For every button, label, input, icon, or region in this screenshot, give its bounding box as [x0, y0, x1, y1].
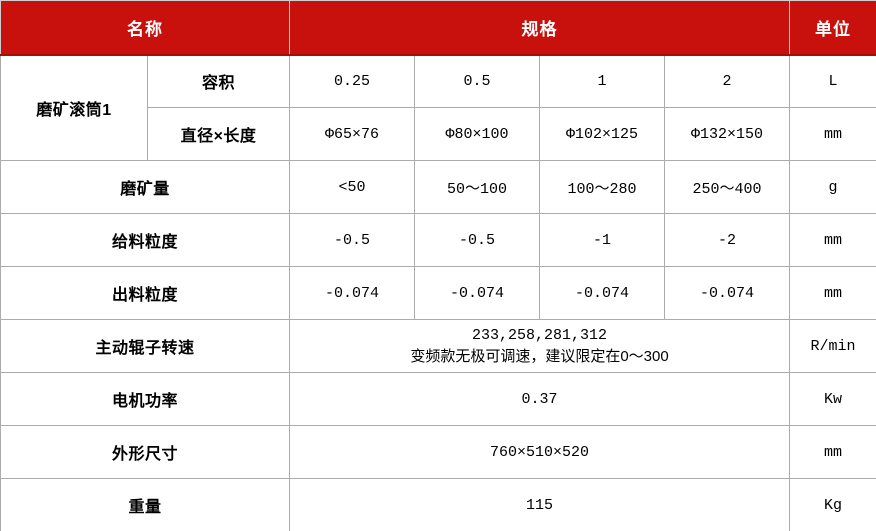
volume-value-2: 0.5	[414, 54, 540, 108]
row-label-size: 直径×长度	[147, 107, 290, 161]
dimensions-unit: mm	[789, 425, 876, 479]
motor-power-unit: Kw	[789, 372, 876, 426]
size-unit: mm	[789, 107, 876, 161]
discharge-size-value-4: -0.074	[664, 266, 790, 320]
discharge-size-value-2: -0.074	[414, 266, 540, 320]
grind-amount-value-2: 50～100	[414, 160, 540, 214]
table-row-motor-power: 电机功率 0.37 Kw	[0, 372, 876, 426]
discharge-size-unit: mm	[789, 266, 876, 320]
table-row-feed-size: 给料粒度 -0.5 -0.5 -1 -2 mm	[0, 213, 876, 267]
row-label-dimensions: 外形尺寸	[0, 425, 290, 479]
table-row-dimensions: 外形尺寸 760×510×520 mm	[0, 425, 876, 479]
weight-value: 115	[289, 478, 790, 531]
table-row-weight: 重量 115 Kg	[0, 478, 876, 531]
row-label-feed-size: 给料粒度	[0, 213, 290, 267]
row-label-roller-speed: 主动辊子转速	[0, 319, 290, 373]
grind-amount-value-3: 100～280	[539, 160, 665, 214]
grind-amount-unit: g	[789, 160, 876, 214]
feed-size-value-1: -0.5	[289, 213, 415, 267]
weight-unit: Kg	[789, 478, 876, 531]
size-value-4: Φ132×150	[664, 107, 790, 161]
size-value-1: Φ65×76	[289, 107, 415, 161]
grind-amount-value-4: 250～400	[664, 160, 790, 214]
discharge-size-value-3: -0.074	[539, 266, 665, 320]
roller-speed-unit: R/min	[789, 319, 876, 373]
table-row-size: 直径×长度 Φ65×76 Φ80×100 Φ102×125 Φ132×150 m…	[1, 107, 876, 161]
volume-value-3: 1	[539, 54, 665, 108]
size-value-3: Φ102×125	[539, 107, 665, 161]
table-row-roller-speed: 主动辊子转速 233,258,281,312 变频款无极可调速，建议限定在0～3…	[0, 319, 876, 373]
grind-amount-value-1: <50	[289, 160, 415, 214]
header-name: 名称	[0, 0, 290, 56]
table-row-discharge-size: 出料粒度 -0.074 -0.074 -0.074 -0.074 mm	[0, 266, 876, 320]
size-value-2: Φ80×100	[414, 107, 540, 161]
row-label-grind-amount: 磨矿量	[0, 160, 290, 214]
volume-value-4: 2	[664, 54, 790, 108]
roller-speed-line2: 变频款无极可调速，建议限定在0～300	[410, 348, 669, 365]
row-label-weight: 重量	[0, 478, 290, 531]
table-row-grind-amount: 磨矿量 <50 50～100 100～280 250～400 g	[0, 160, 876, 214]
row-label-drum: 磨矿滚筒1	[0, 54, 148, 161]
motor-power-value: 0.37	[289, 372, 790, 426]
row-label-volume: 容积	[147, 54, 290, 108]
feed-size-value-4: -2	[664, 213, 790, 267]
roller-speed-line1: 233,258,281,312	[471, 327, 608, 344]
roller-speed-value: 233,258,281,312 变频款无极可调速，建议限定在0～300	[289, 319, 790, 373]
row-label-discharge-size: 出料粒度	[0, 266, 290, 320]
table-row-volume: 磨矿滚筒1 容积 0.25 0.5 1 2 L	[0, 54, 876, 161]
dimensions-value: 760×510×520	[289, 425, 790, 479]
discharge-size-value-1: -0.074	[289, 266, 415, 320]
volume-value-1: 0.25	[289, 54, 415, 108]
header-unit: 单位	[789, 0, 876, 56]
row-label-motor-power: 电机功率	[0, 372, 290, 426]
header-spec: 规格	[289, 0, 790, 56]
feed-size-value-3: -1	[539, 213, 665, 267]
feed-size-value-2: -0.5	[414, 213, 540, 267]
feed-size-unit: mm	[789, 213, 876, 267]
volume-unit: L	[789, 54, 876, 108]
table-header-row: 名称 规格 单位	[0, 0, 876, 56]
